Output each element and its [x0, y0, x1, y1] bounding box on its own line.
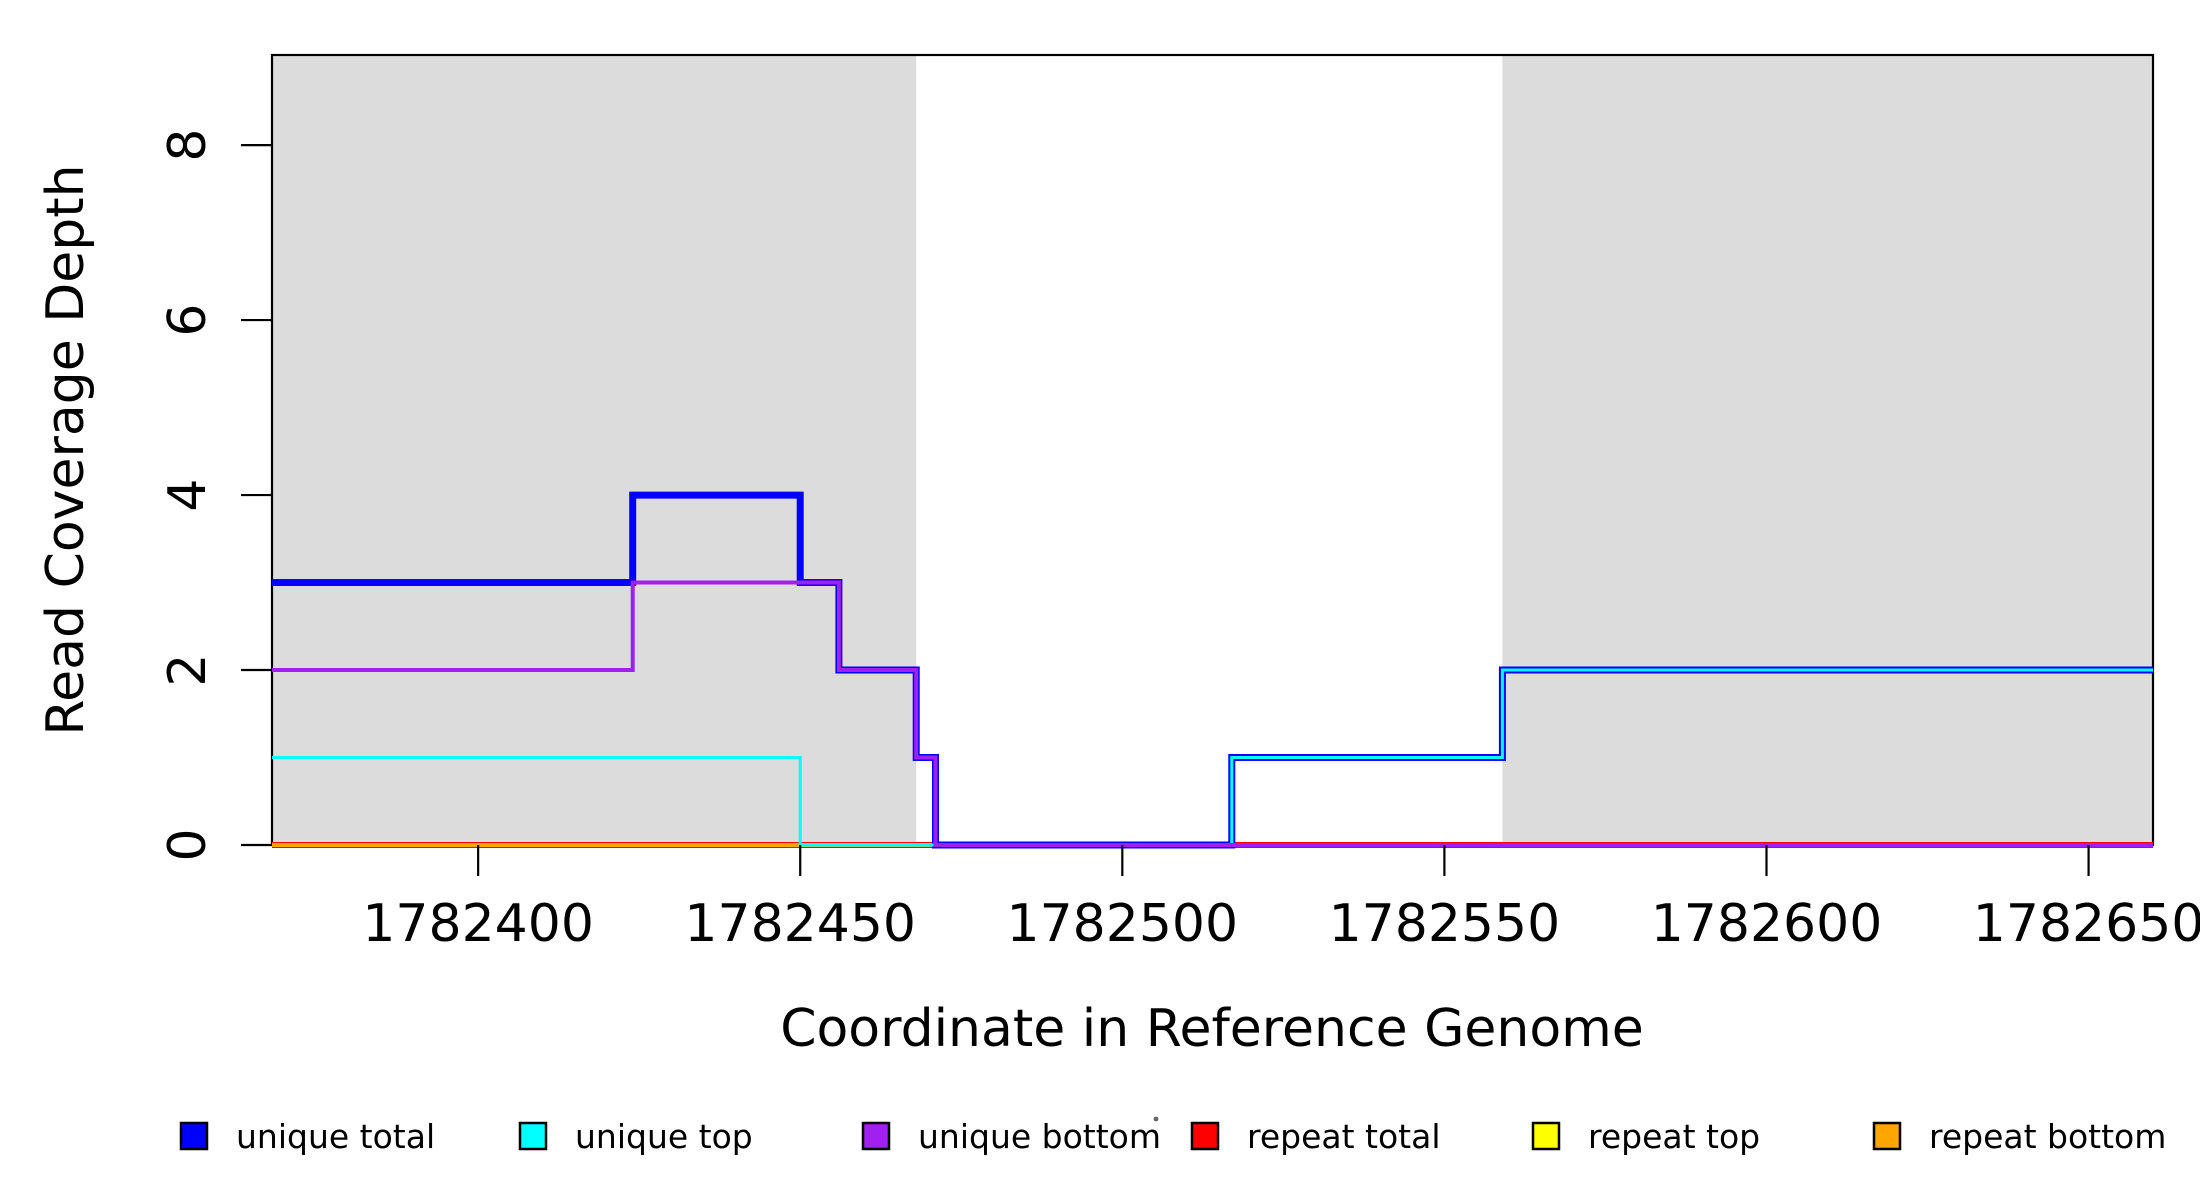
shaded-regions-layer — [272, 55, 2153, 845]
series-line-unique-top — [272, 668, 2153, 847]
legend-label: unique top — [575, 1117, 753, 1156]
legend-item-unique-total: unique total — [179, 1117, 435, 1156]
legend-label: repeat total — [1247, 1117, 1441, 1156]
legend-label: unique bottom — [918, 1117, 1161, 1156]
legend-label: repeat top — [1588, 1117, 1760, 1156]
legend-swatch — [1872, 1121, 1902, 1151]
legend-swatch — [861, 1121, 891, 1151]
left-repeat-region — [272, 55, 917, 845]
x-tick-label: 1782650 — [1973, 894, 2200, 954]
x-tick-label: 1782500 — [1007, 894, 1239, 954]
series-line-unique-bottom — [272, 580, 2153, 847]
series-lines-layer — [272, 491, 2153, 849]
right-repeat-region — [1502, 55, 2153, 845]
legend-swatch — [1190, 1121, 1220, 1151]
legend-item-repeat-top: repeat top — [1531, 1117, 1760, 1156]
legend-item-unique-bottom: unique bottom — [861, 1117, 1161, 1156]
y-axis-title: Read Coverage Depth — [36, 164, 96, 735]
legend-label: unique total — [236, 1117, 435, 1156]
legend-swatch — [518, 1121, 548, 1151]
y-tick-label: 8 — [158, 129, 218, 162]
legend-swatch — [1531, 1121, 1561, 1151]
x-tick-label: 1782400 — [362, 894, 594, 954]
axes-layer: 1782400 1782450 1782500 1782550 1782600 17826… — [158, 129, 2200, 954]
y-tick-label: 6 — [158, 304, 218, 337]
legend-item-repeat-bottom: repeat bottom — [1872, 1117, 2166, 1156]
x-tick-label: 1782450 — [684, 894, 916, 954]
legend-item-unique-top: unique top — [518, 1117, 753, 1156]
y-tick-label: 0 — [158, 828, 218, 861]
x-tick-label: 1782600 — [1651, 894, 1883, 954]
legend-artifact-dot — [1153, 1116, 1159, 1122]
legend-item-repeat-total: repeat total — [1190, 1117, 1441, 1156]
legend-swatch — [179, 1121, 209, 1151]
y-tick-label: 2 — [158, 653, 218, 686]
legend-label: repeat bottom — [1929, 1117, 2166, 1156]
legend: unique total unique top unique bottom repea… — [179, 1117, 2166, 1156]
x-axis-title: Coordinate in Reference Genome — [780, 999, 1644, 1059]
y-tick-label: 4 — [158, 479, 218, 512]
x-tick-label: 1782550 — [1329, 894, 1561, 954]
